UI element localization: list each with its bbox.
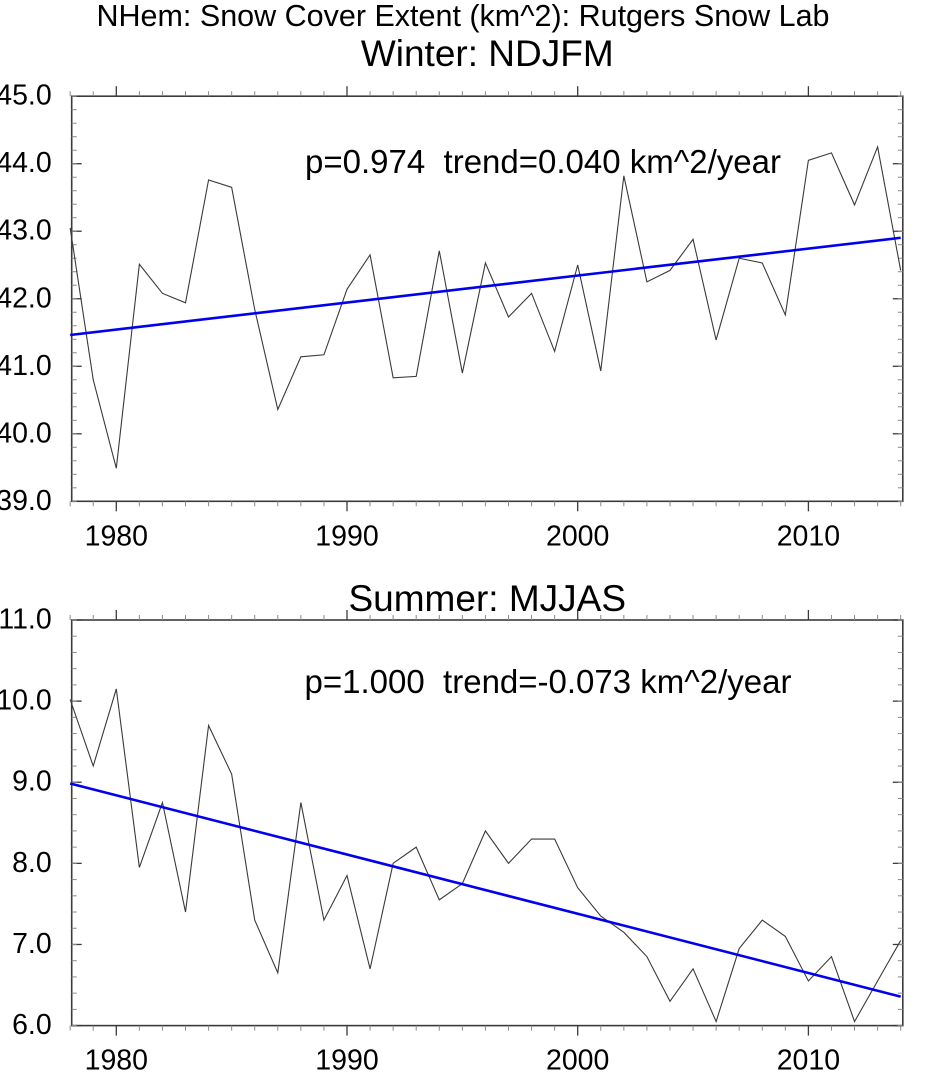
svg-text:1990: 1990 bbox=[315, 1045, 378, 1077]
svg-text:11.0: 11.0 bbox=[0, 604, 52, 636]
svg-text:1980: 1980 bbox=[85, 520, 148, 552]
svg-text:2010: 2010 bbox=[777, 1045, 840, 1077]
svg-text:Summer: MJJAS: Summer: MJJAS bbox=[348, 578, 626, 619]
svg-text:8.0: 8.0 bbox=[12, 847, 52, 879]
svg-text:44.0: 44.0 bbox=[0, 147, 52, 179]
svg-text:43.0: 43.0 bbox=[0, 215, 52, 247]
svg-text:39.0: 39.0 bbox=[0, 485, 52, 517]
svg-text:9.0: 9.0 bbox=[12, 766, 52, 798]
svg-text:1990: 1990 bbox=[315, 520, 378, 552]
svg-text:p=1.000 trend=-0.073 km^2/yea: p=1.000 trend=-0.073 km^2/year bbox=[305, 663, 792, 700]
svg-text:10.0: 10.0 bbox=[0, 685, 52, 717]
svg-text:42.0: 42.0 bbox=[0, 282, 52, 314]
svg-text:p=0.974 trend=0.040 km^2/year: p=0.974 trend=0.040 km^2/year bbox=[305, 143, 781, 180]
svg-text:2000: 2000 bbox=[546, 520, 609, 552]
svg-text:40.0: 40.0 bbox=[0, 417, 52, 449]
svg-text:45.0: 45.0 bbox=[0, 80, 52, 112]
svg-text:2010: 2010 bbox=[777, 520, 840, 552]
svg-text:2000: 2000 bbox=[546, 1045, 609, 1077]
svg-text:7.0: 7.0 bbox=[12, 928, 52, 960]
svg-text:6.0: 6.0 bbox=[12, 1009, 52, 1041]
svg-text:41.0: 41.0 bbox=[0, 350, 52, 382]
svg-text:1980: 1980 bbox=[85, 1045, 148, 1077]
svg-text:NHem: Snow Cover Extent (km^2): NHem: Snow Cover Extent (km^2): Rutgers … bbox=[96, 0, 829, 33]
svg-text:Winter: NDJFM: Winter: NDJFM bbox=[361, 33, 614, 74]
